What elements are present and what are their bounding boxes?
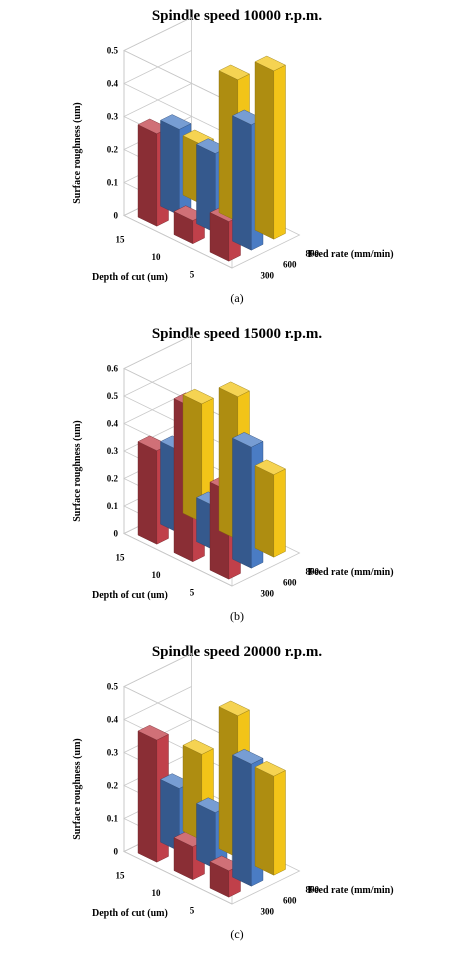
z-tick-label: 0.1 — [107, 178, 119, 188]
z-tick-label: 0 — [114, 211, 119, 221]
z-tick-label: 0.2 — [107, 781, 119, 791]
z-tick-label: 0.3 — [107, 112, 119, 122]
feed-rate-tick-label: 800 — [306, 249, 320, 259]
z-axis-label: Surface roughness (um) — [72, 420, 83, 521]
depth-tick-label: 10 — [152, 570, 162, 580]
z-tick-label: 0.4 — [107, 715, 119, 725]
bar-face-left — [137, 730, 158, 863]
chart-panel-b: Spindle speed 15000 r.p.m. 0 0.1 0.2 0.3 0.4 0… — [0, 318, 474, 638]
bar-face-top — [218, 381, 250, 397]
bar-face-front — [273, 64, 286, 240]
bars — [137, 700, 286, 898]
z-tick-label: 0.1 — [107, 501, 119, 511]
bar-face-top — [254, 55, 286, 72]
depth-tick-label: 10 — [152, 252, 162, 262]
feed-rate-tick-label: 600 — [283, 896, 297, 906]
chart-panel-a: Spindle speed 10000 r.p.m. 0 0.1 0.2 0.3 0.4 0… — [0, 0, 474, 320]
bar-face-left — [137, 124, 158, 227]
z-tick-label: 0.5 — [107, 682, 119, 692]
y-axis-label: Depth of cut (um) — [92, 590, 168, 601]
z-tick-label: 0.2 — [107, 145, 119, 155]
depth-tick-label: 10 — [152, 888, 162, 898]
bar-face-top — [232, 432, 264, 448]
feed-rate-tick-label: 800 — [306, 885, 320, 895]
panel-caption: (c) — [230, 927, 243, 941]
bar-800-5 — [254, 761, 286, 876]
bar-face-left — [232, 115, 252, 251]
chart-title: Spindle speed 15000 r.p.m. — [152, 326, 323, 342]
bar-face-front — [273, 468, 286, 558]
chart-title: Spindle speed 10000 r.p.m. — [152, 8, 323, 24]
depth-tick-label: 5 — [190, 587, 195, 597]
z-gridline — [123, 653, 233, 740]
bar-face-left — [254, 465, 274, 558]
feed-rate-tick-label: 800 — [306, 567, 320, 577]
bars — [137, 381, 286, 580]
chart-svg-c: Spindle speed 20000 r.p.m. 0 0.1 0.2 0.3 0.4 0… — [72, 644, 394, 941]
depth-tick-label: 15 — [116, 552, 126, 562]
bar-face-left — [254, 61, 274, 240]
bar-face-top — [160, 114, 192, 130]
bar-face-top — [218, 700, 250, 717]
z-tick-label: 0 — [114, 847, 119, 857]
feed-rate-tick-label: 300 — [261, 589, 275, 599]
depth-tick-label: 15 — [116, 234, 126, 244]
x-axis-label: Feed rate (mm/min) — [308, 567, 394, 578]
depth-tick-label: 15 — [116, 870, 126, 880]
z-axis-label: Surface roughness (um) — [72, 102, 83, 203]
bar-face-left — [196, 803, 216, 870]
z-tick-label: 0.4 — [107, 79, 119, 89]
z-tick-label: 0.2 — [107, 474, 119, 484]
chart-panel-c: Spindle speed 20000 r.p.m. 0 0.1 0.2 0.3 0.4 0… — [0, 636, 474, 956]
bar-800-5 — [254, 55, 286, 240]
z-axis-label: Surface roughness (um) — [72, 738, 83, 839]
bar-face-top — [182, 388, 214, 405]
y-axis-label: Depth of cut (um) — [92, 908, 168, 919]
bar-face-top — [137, 724, 169, 741]
bar-face-top — [254, 459, 286, 475]
bar-face-left — [232, 437, 252, 569]
bar-face-top — [218, 64, 250, 81]
x-axis-label: Feed rate (mm/min) — [308, 885, 394, 896]
z-gridline — [123, 50, 233, 137]
bar-face-left — [254, 766, 274, 876]
bar-face-left — [160, 119, 180, 216]
bar-face-front — [273, 770, 286, 876]
z-tick-label: 0.6 — [107, 364, 119, 374]
bar-face-left — [137, 441, 158, 545]
z-tick-label: 0.5 — [107, 391, 119, 401]
bar-face-top — [232, 748, 264, 765]
z-gridline — [123, 17, 233, 104]
z-tick-label: 0.3 — [107, 748, 119, 758]
z-tick-label: 0.4 — [107, 419, 119, 429]
z-tick-label: 0.1 — [107, 814, 119, 824]
bar-face-top — [254, 761, 286, 777]
z-tick-label: 0.3 — [107, 446, 119, 456]
chart-title: Spindle speed 20000 r.p.m. — [152, 644, 323, 660]
bar-face-top — [182, 739, 214, 755]
depth-tick-label: 5 — [190, 269, 195, 279]
z-tick-label: 0.5 — [107, 46, 119, 56]
panel-caption: (a) — [230, 291, 243, 305]
depth-tick-label: 5 — [190, 905, 195, 915]
bars — [137, 55, 286, 262]
feed-rate-tick-label: 600 — [283, 260, 297, 270]
panel-caption: (b) — [230, 609, 244, 623]
feed-rate-tick-label: 300 — [261, 271, 275, 281]
feed-rate-tick-label: 600 — [283, 578, 297, 588]
x-axis-label: Feed rate (mm/min) — [308, 249, 394, 260]
z-tick-label: 0 — [114, 529, 119, 539]
chart-svg-b: Spindle speed 15000 r.p.m. 0 0.1 0.2 0.3 0.4 0… — [72, 326, 394, 623]
y-axis-label: Depth of cut (um) — [92, 272, 168, 283]
feed-rate-tick-label: 300 — [261, 907, 275, 917]
chart-svg-a: Spindle speed 10000 r.p.m. 0 0.1 0.2 0.3 0.4 0… — [72, 8, 394, 305]
bar-800-5 — [254, 459, 286, 558]
bar-face-left — [232, 754, 252, 887]
